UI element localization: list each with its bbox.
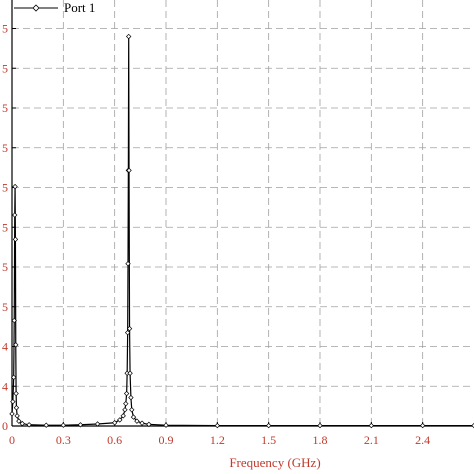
data-point-marker [13,390,19,397]
x-tick-label: 0 [9,433,15,447]
data-point-marker [134,418,140,424]
data-point-marker [127,370,133,376]
data-point-marker [317,422,323,429]
y-tick-label: 5 [2,141,8,155]
data-point-marker [163,422,169,428]
data-point-marker [94,421,101,427]
y-tick-label: 5 [2,260,8,274]
data-point-marker [122,407,128,413]
x-tick-label: 1.8 [313,433,328,447]
data-point-marker [19,420,25,427]
data-point-marker [13,405,20,411]
x-tick-label: 2.4 [415,433,430,447]
data-point-marker [11,374,17,381]
data-point-marker [77,422,84,428]
y-tick-label: 5 [2,181,8,195]
data-point-marker [129,407,135,413]
data-point-marker [126,167,132,174]
y-tick-label: 0 [2,419,8,433]
data-point-marker [265,422,272,429]
data-point-marker [10,398,16,405]
data-point-marker [120,413,126,419]
legend-label-port-1: Port 1 [64,0,95,15]
x-tick-label: 0.6 [107,433,122,447]
data-point-marker [60,422,67,428]
data-point-marker [146,421,152,428]
data-point-marker [368,422,375,429]
data-point-marker [12,183,18,190]
data-point-marker [12,236,19,243]
grid [12,0,474,426]
data-point-marker [125,261,131,267]
data-point-marker [214,422,221,429]
plot-background [12,0,474,426]
data-point-marker [9,411,15,417]
data-point-marker [471,422,474,429]
y-tick-label: 4 [2,340,8,354]
data-point-marker [111,420,118,426]
x-tick-label: 1.5 [261,433,276,447]
x-axis-title: Frequency (GHz) [229,455,320,470]
data-point-marker [16,418,22,424]
data-point-marker [123,400,129,407]
series-port-1 [9,33,474,429]
data-point-marker [123,390,130,397]
y-tick-label: 5 [2,220,8,234]
y-tick-label: 4 [2,379,8,393]
data-point-marker [117,417,123,423]
x-tick-label: 0.3 [56,433,71,447]
data-point-marker [128,394,134,401]
data-point-marker [11,317,17,324]
data-point-marker [43,422,49,428]
data-point-marker [139,420,145,426]
data-point-marker [13,342,19,348]
data-point-marker [124,329,131,336]
data-point-marker [126,325,133,332]
x-tick-label: 0.9 [159,433,174,447]
data-point-marker [130,414,137,420]
data-point-marker [26,422,32,428]
legend-marker-port-1 [32,4,40,12]
data-point-marker [12,212,18,218]
data-point-marker [419,422,426,429]
data-point-marker [126,33,132,40]
data-point-marker [14,413,20,419]
y-tick-label: 5 [2,300,8,314]
x-tick-label: 2.1 [364,433,379,447]
y-tick-label: 5 [2,22,8,36]
y-tick-label: 5 [2,101,8,115]
x-tick-label: 1.2 [210,433,225,447]
legend: Port 1 [14,0,95,15]
x-axis-ticks: 0 0.3 0.6 0.9 1.2 1.5 1.8 2.1 2.4 [9,422,430,447]
y-axis-ticks: 0 4 4 5 5 5 5 5 5 5 5 [2,22,16,433]
y-tick-label: 5 [2,61,8,75]
